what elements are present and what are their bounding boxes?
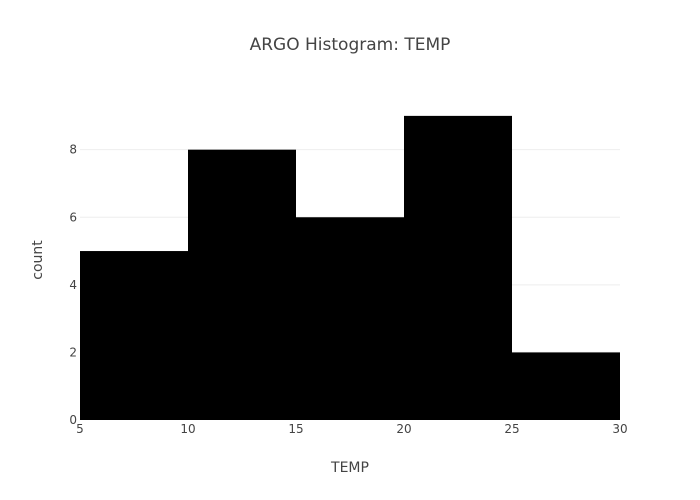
histogram-bar[interactable] (188, 149, 296, 420)
x-tick-labels: 5 10 15 20 25 30 (76, 422, 627, 436)
chart-title: ARGO Histogram: TEMP (250, 35, 451, 55)
x-tick-label: 5 (76, 422, 84, 436)
histogram-bar[interactable] (296, 217, 404, 420)
x-tick-label: 15 (288, 422, 303, 436)
y-tick-label: 0 (69, 413, 77, 427)
y-tick-label: 8 (69, 143, 77, 157)
y-axis-label: count (30, 240, 46, 280)
bars (80, 115, 620, 421)
x-tick-label: 10 (180, 422, 195, 436)
histogram-bar[interactable] (80, 251, 188, 420)
histogram-bar[interactable] (404, 115, 512, 421)
y-tick-label: 2 (69, 345, 77, 359)
histogram-bar[interactable] (512, 352, 620, 420)
y-tick-labels: 0 2 4 6 8 (69, 143, 77, 427)
x-tick-label: 30 (612, 422, 627, 436)
y-tick-label: 6 (69, 210, 77, 224)
y-tick-label: 4 (69, 278, 77, 292)
x-axis-label: TEMP (330, 460, 369, 476)
x-tick-label: 20 (396, 422, 411, 436)
x-tick-label: 25 (504, 422, 519, 436)
